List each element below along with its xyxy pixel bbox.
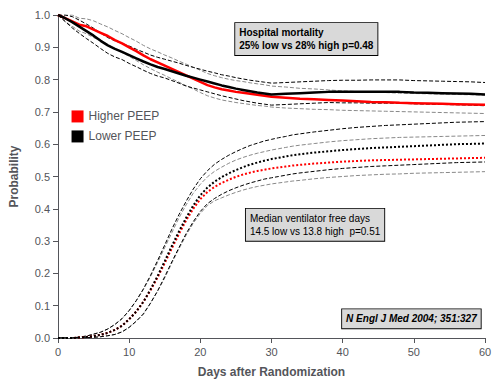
svg-text:0.5: 0.5 (35, 171, 50, 183)
svg-text:30: 30 (265, 346, 277, 358)
svg-text:0.0: 0.0 (35, 332, 50, 344)
svg-text:14.5 low vs 13.8 high p=0.51: 14.5 low vs 13.8 high p=0.51 (250, 226, 381, 237)
svg-text:0.4: 0.4 (35, 203, 50, 215)
svg-text:Lower PEEP: Lower PEEP (89, 129, 157, 143)
svg-text:20: 20 (194, 346, 206, 358)
svg-text:60: 60 (479, 346, 491, 358)
svg-text:0.2: 0.2 (35, 267, 50, 279)
svg-text:10: 10 (123, 346, 135, 358)
svg-text:25% low vs 28% high p=0.48: 25% low vs 28% high p=0.48 (239, 40, 374, 51)
svg-text:0: 0 (55, 346, 61, 358)
svg-text:Higher PEEP: Higher PEEP (89, 109, 160, 123)
svg-text:0.3: 0.3 (35, 235, 50, 247)
svg-text:1.0: 1.0 (35, 9, 50, 21)
svg-text:Median ventilator free days: Median ventilator free days (250, 213, 370, 224)
svg-text:N Engl J Med 2004; 351:327: N Engl J Med 2004; 351:327 (346, 313, 477, 324)
svg-text:0.8: 0.8 (35, 74, 50, 86)
svg-text:Days after Randomization: Days after Randomization (198, 365, 345, 379)
svg-text:0.1: 0.1 (35, 300, 50, 312)
svg-text:0.6: 0.6 (35, 138, 50, 150)
svg-text:0.9: 0.9 (35, 41, 50, 53)
svg-text:40: 40 (337, 346, 349, 358)
svg-text:50: 50 (408, 346, 420, 358)
svg-text:Probability: Probability (7, 145, 21, 207)
svg-text:0.7: 0.7 (35, 106, 50, 118)
svg-text:Hospital mortality: Hospital mortality (239, 27, 324, 38)
